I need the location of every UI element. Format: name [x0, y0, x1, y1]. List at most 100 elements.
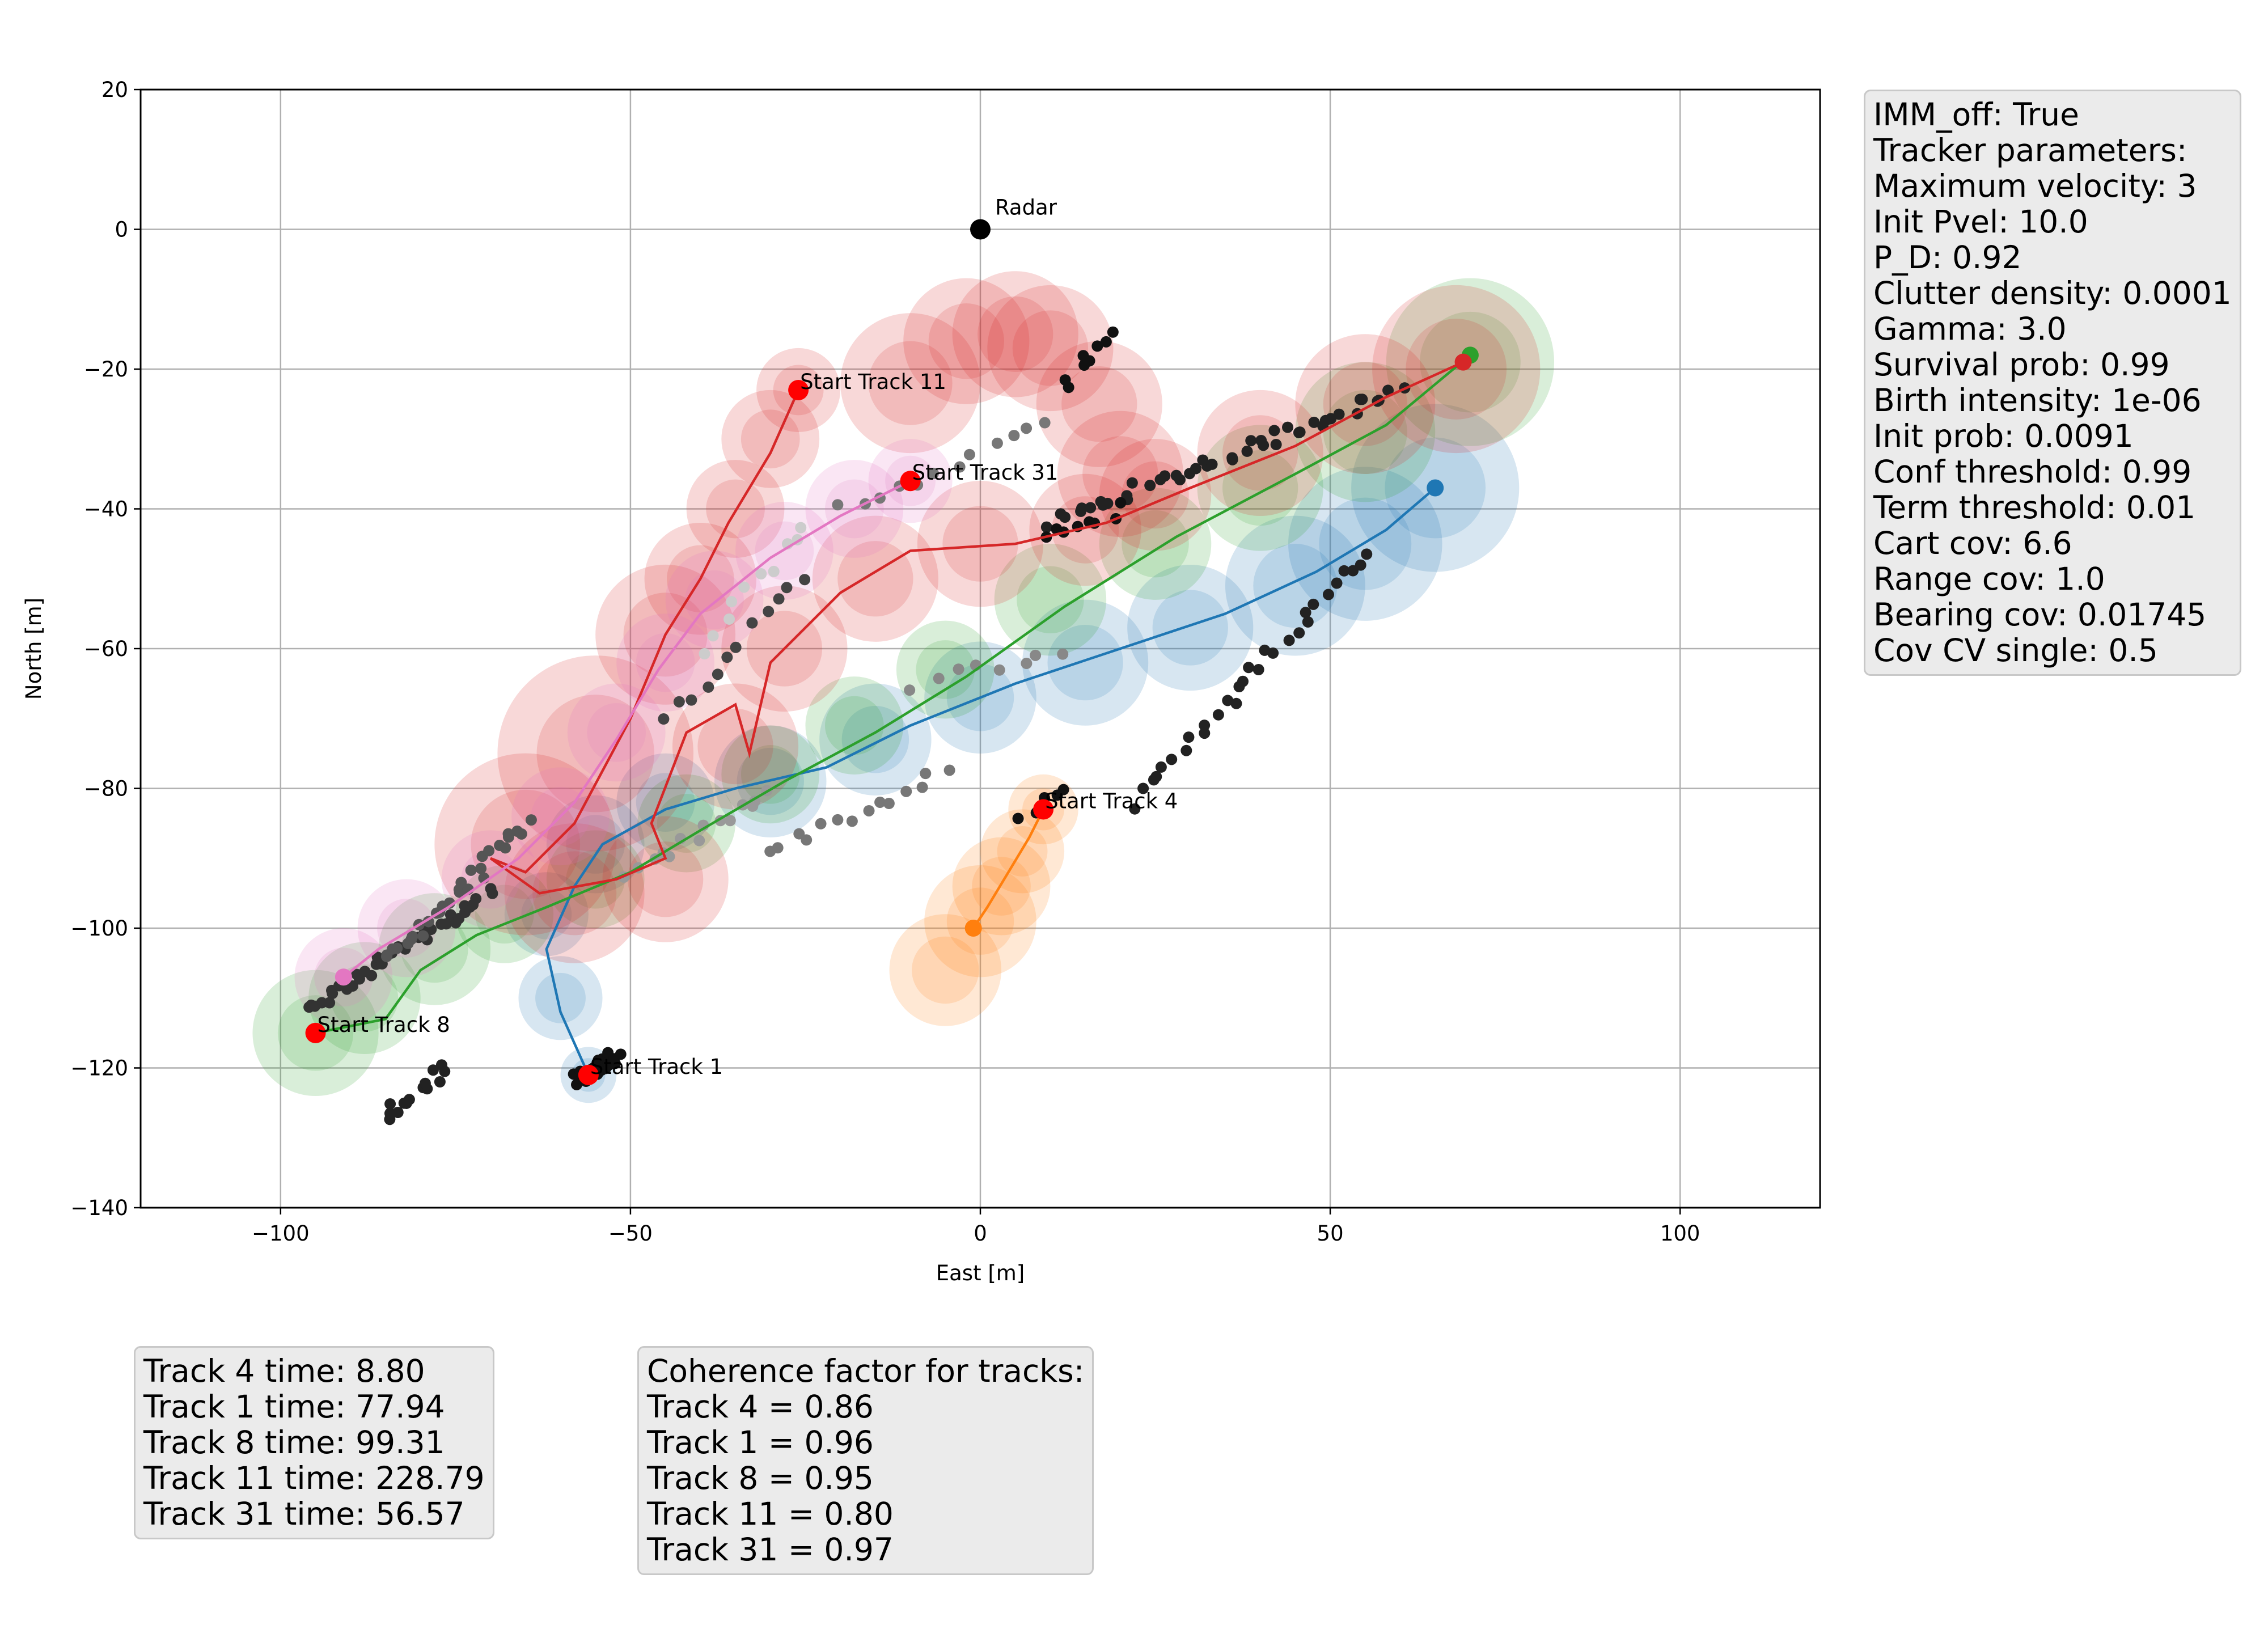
detection-point: [1338, 565, 1350, 577]
coherence-line: Track 11 = 0.80: [647, 1496, 894, 1532]
coherence-line: Coherence factor for tracks:: [647, 1353, 1085, 1389]
detection-point: [712, 668, 723, 680]
track-start-marker: [788, 379, 809, 400]
parameter-line: P_D: 0.92: [1873, 239, 2022, 276]
covariance-ellipse: [535, 972, 586, 1023]
detection-point: [1115, 497, 1127, 509]
detection-point: [1126, 477, 1138, 489]
covariance-ellipse: [741, 745, 800, 804]
covariance-ellipse: [903, 278, 1030, 404]
detection-point: [1144, 480, 1156, 492]
covariance-ellipse: [928, 303, 1004, 379]
detection-point: [455, 877, 467, 888]
detection-point: [799, 574, 811, 586]
x-tick-label: −100: [252, 1221, 310, 1246]
covariance-ellipse: [1372, 285, 1541, 454]
parameter-line: Init Pvel: 10.0: [1873, 204, 2088, 240]
y-tick-label: −40: [84, 497, 128, 522]
detection-point: [781, 582, 793, 594]
detection-point: [738, 581, 750, 593]
track-end-marker: [335, 968, 352, 986]
covariance-ellipse: [1036, 341, 1162, 467]
track-times-box: Track 4 time: 8.80 Track 1 time: 77.94 Tra…: [134, 1346, 494, 1539]
covariance-ellipse: [602, 816, 729, 942]
detection-point: [703, 681, 714, 693]
track-time-line: Track 11 time: 228.79: [143, 1460, 485, 1496]
track-end-marker: [964, 920, 982, 937]
track-start-label: Start Track 4: [1045, 789, 1178, 813]
detection-point: [403, 1094, 415, 1106]
detection-point: [392, 1106, 404, 1118]
coherence-line: Track 4 = 0.86: [647, 1389, 874, 1425]
detection-point: [327, 988, 338, 1000]
detection-point: [1308, 416, 1320, 428]
y-tick-label: −120: [70, 1056, 128, 1081]
covariance-ellipse: [916, 640, 975, 699]
detection-point: [419, 1077, 431, 1089]
detection-point: [1085, 502, 1097, 514]
detection-point: [707, 630, 719, 642]
covariance-ellipse: [840, 313, 981, 454]
detection-point: [384, 1098, 396, 1110]
covariance-ellipse: [567, 683, 666, 782]
track-path-line: [342, 480, 911, 979]
detection-point: [439, 1065, 451, 1077]
covariance-ellipse: [434, 753, 617, 936]
detection-point: [1008, 430, 1020, 442]
covariance-ellipse: [721, 725, 820, 824]
y-tick-label: −140: [70, 1196, 128, 1220]
detection-point: [724, 815, 736, 827]
covariance-ellipse: [924, 865, 1036, 977]
detection-point: [993, 664, 1005, 676]
y-tick-label: −80: [84, 777, 128, 801]
radar-marker: [970, 219, 991, 240]
detection-point: [454, 886, 466, 898]
detection-point: [1076, 502, 1088, 514]
detection-point: [943, 764, 955, 776]
detection-point: [1258, 439, 1270, 451]
detection-point: [1382, 384, 1394, 396]
axis-ticks: −100 −50 0 50 100 20 0 −20 −40 −60 −80 −100 −120 −140: [70, 78, 1700, 1246]
detection-point: [441, 918, 452, 930]
covariance-ellipse: [942, 506, 1018, 582]
detection-point: [615, 1048, 627, 1060]
covariance-ellipse: [1152, 590, 1228, 666]
covariance-ellipse: [1099, 488, 1212, 600]
detection-point: [1150, 771, 1162, 782]
detection-point: [755, 568, 767, 580]
detection-point: [1241, 445, 1253, 457]
track-start-marker: [578, 1064, 599, 1085]
covariance-ellipse: [912, 936, 979, 1004]
detection-point: [1102, 497, 1114, 509]
covariance-ellipse: [896, 620, 995, 719]
detection-point: [1331, 577, 1343, 589]
detection-point: [928, 467, 940, 479]
covariance-ellipse: [1323, 390, 1407, 474]
covariance-ellipse: [825, 696, 884, 755]
detection-point: [1212, 709, 1224, 721]
detection-point: [1222, 695, 1234, 706]
detection-point: [1361, 548, 1373, 560]
detection-point: [1039, 417, 1051, 429]
covariance-ellipse: [377, 899, 436, 958]
covariance-ellipse: [978, 296, 1053, 373]
parameter-line: Range cov: 1.0: [1873, 561, 2105, 597]
parameter-line: Birth intensity: 1e-06: [1873, 382, 2202, 418]
detection-point: [500, 842, 511, 854]
detection-point: [1267, 647, 1279, 659]
detection-point: [1040, 521, 1052, 533]
y-tick-label: 20: [101, 78, 128, 102]
detection-point: [1300, 607, 1311, 619]
track-path-line: [545, 486, 1436, 1076]
covariance-ellipse: [952, 271, 1078, 397]
detection-point: [1166, 754, 1178, 765]
radar-label: Radar: [995, 196, 1057, 220]
detection-point: [1137, 782, 1149, 794]
coherence-box: Coherence factor for tracks: Track 4 = 0.…: [637, 1346, 1094, 1575]
detection-point: [359, 966, 371, 977]
covariance-ellipse: [497, 655, 693, 852]
detection-point: [1302, 616, 1314, 628]
covariance-ellipse: [1225, 515, 1365, 656]
parameter-line: Clutter density: 0.0001: [1873, 275, 2232, 311]
detection-point: [1308, 598, 1319, 610]
